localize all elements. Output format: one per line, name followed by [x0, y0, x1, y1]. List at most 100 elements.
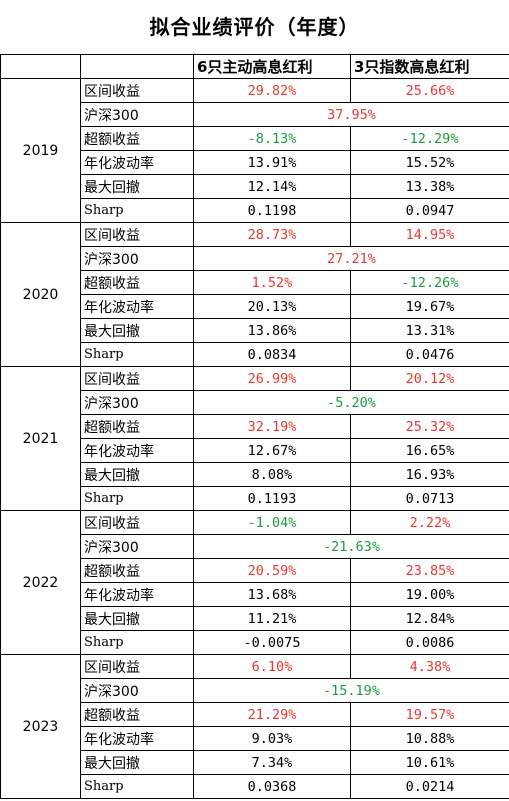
index-dividend-value-cell: 0.0086 — [350, 630, 509, 655]
metric-label: 超额收益 — [80, 558, 194, 583]
metric-label: 最大回撤 — [80, 606, 194, 631]
index-dividend-value-cell: 2.22% — [350, 510, 509, 535]
index-dividend-value-cell: 10.61% — [350, 750, 509, 775]
header-blank-year — [0, 54, 81, 79]
metric-label: 最大回撤 — [80, 174, 194, 199]
table-row: 最大回撤 11.21% 12.84% — [1, 606, 509, 631]
table-row: 年化波动率 20.13% 19.67% — [1, 294, 509, 319]
active-dividend-value-cell: 32.19% — [193, 414, 351, 439]
metric-label: 沪深300 — [80, 534, 194, 559]
active-dividend-value-cell: 13.91% — [193, 150, 351, 175]
metric-label: 最大回撤 — [80, 318, 194, 343]
table-row: 2020 区间收益 28.73% 14.95% — [0, 222, 509, 367]
index-dividend-value-cell: 19.00% — [350, 582, 509, 607]
active-dividend-value-cell: 0.1198 — [193, 198, 351, 223]
table-row: 沪深300 -5.20% — [1, 390, 509, 415]
index-dividend-value-cell: 13.31% — [350, 318, 509, 343]
index-dividend-value-cell: 13.38% — [350, 174, 509, 199]
active-dividend-value-cell: 11.21% — [193, 606, 351, 631]
metric-label: 区间收益 — [80, 510, 194, 535]
table-body: 6只主动高息红利 3只指数高息红利 2019 区间收益 29.82% 25.66% 沪深… — [0, 54, 509, 799]
active-dividend-value-cell: -8.13% — [193, 126, 351, 151]
active-dividend-value-cell: 7.34% — [193, 750, 351, 775]
index-dividend-value-cell: 19.67% — [350, 294, 509, 319]
active-dividend-value-cell: 20.13% — [193, 294, 351, 319]
index-dividend-value-cell: -12.29% — [350, 126, 509, 151]
index-dividend-value-cell: 14.95% — [350, 222, 509, 247]
year-cell: 2021 — [0, 366, 81, 511]
metric-label: 超额收益 — [80, 702, 194, 727]
active-dividend-value-cell: 26.99% — [193, 366, 351, 391]
index-dividend-value-cell: 20.12% — [350, 366, 509, 391]
table-row: 2021 区间收益 26.99% 20.12% — [0, 366, 509, 511]
index-dividend-value-cell: 25.66% — [350, 78, 509, 103]
table-row: 沪深300 27.21% — [1, 246, 509, 271]
index-dividend-value-cell: -12.26% — [350, 270, 509, 295]
index-dividend-value-cell: 16.93% — [350, 462, 509, 487]
metric-label: 区间收益 — [80, 222, 194, 247]
performance-table: 6只主动高息红利 3只指数高息红利 2019 区间收益 29.82% 25.66% 沪深… — [0, 54, 509, 799]
metric-label: 年化波动率 — [80, 438, 194, 463]
year-cell: 2022 — [0, 510, 81, 655]
year-cell: 2019 — [0, 78, 81, 223]
header-index-dividend: 3只指数高息红利 — [350, 54, 509, 79]
table-row: Sharp -0.0075 0.0086 — [1, 630, 509, 655]
metric-label: Sharp — [80, 486, 194, 511]
table-row: 最大回撤 12.14% 13.38% — [1, 174, 509, 199]
table-row: 年化波动率 9.03% 10.88% — [1, 726, 509, 751]
metric-label: 年化波动率 — [80, 582, 194, 607]
table-row: 沪深300 37.95% — [1, 102, 509, 127]
active-dividend-value-cell: 9.03% — [193, 726, 351, 751]
metric-label: 最大回撤 — [80, 462, 194, 487]
active-dividend-value-cell: 21.29% — [193, 702, 351, 727]
active-dividend-value-cell: 12.67% — [193, 438, 351, 463]
year-cell: 2020 — [0, 222, 81, 367]
active-dividend-value-cell: 0.0834 — [193, 342, 351, 367]
metric-label: 沪深300 — [80, 678, 194, 703]
index-dividend-value-cell: 16.65% — [350, 438, 509, 463]
header-blank-metric — [80, 54, 194, 79]
metric-label: 超额收益 — [80, 414, 194, 439]
metric-label: 沪深300 — [80, 390, 194, 415]
table-row: 超额收益 32.19% 25.32% — [1, 414, 509, 439]
index-dividend-value-cell: 19.57% — [350, 702, 509, 727]
active-dividend-value-cell: 29.82% — [193, 78, 351, 103]
metric-label: 年化波动率 — [80, 294, 194, 319]
metric-label: Sharp — [80, 198, 194, 223]
benchmark-value-cell: 37.95% — [193, 102, 509, 127]
active-dividend-value-cell: 6.10% — [193, 654, 351, 679]
metric-label: Sharp — [80, 342, 194, 367]
metric-label: 沪深300 — [80, 246, 194, 271]
active-dividend-value-cell: -0.0075 — [193, 630, 351, 655]
table-row: 2022 区间收益 -1.04% 2.22% — [0, 510, 509, 655]
active-dividend-value-cell: 20.59% — [193, 558, 351, 583]
header-row: 6只主动高息红利 3只指数高息红利 — [0, 54, 509, 79]
benchmark-value-cell: -21.63% — [193, 534, 509, 559]
table-row: 2023 区间收益 6.10% 4.38% — [0, 654, 509, 799]
index-dividend-value-cell: 0.0476 — [350, 342, 509, 367]
active-dividend-value-cell: 13.86% — [193, 318, 351, 343]
year-cell: 2023 — [0, 654, 81, 799]
table-row: 超额收益 1.52% -12.26% — [1, 270, 509, 295]
index-dividend-value-cell: 4.38% — [350, 654, 509, 679]
active-dividend-value-cell: 1.52% — [193, 270, 351, 295]
index-dividend-value-cell: 10.88% — [350, 726, 509, 751]
metric-label: 沪深300 — [80, 102, 194, 127]
metric-label: 年化波动率 — [80, 726, 194, 751]
table-row: 超额收益 -8.13% -12.29% — [1, 126, 509, 151]
active-dividend-value-cell: -1.04% — [193, 510, 351, 535]
table-row: Sharp 0.0368 0.0214 — [1, 774, 509, 799]
benchmark-value-cell: 27.21% — [193, 246, 509, 271]
table-row: 超额收益 20.59% 23.85% — [1, 558, 509, 583]
metric-label: 超额收益 — [80, 126, 194, 151]
active-dividend-value-cell: 13.68% — [193, 582, 351, 607]
index-dividend-value-cell: 0.0947 — [350, 198, 509, 223]
metric-label: 超额收益 — [80, 270, 194, 295]
index-dividend-value-cell: 25.32% — [350, 414, 509, 439]
table-row: 最大回撤 13.86% 13.31% — [1, 318, 509, 343]
index-dividend-value-cell: 12.84% — [350, 606, 509, 631]
index-dividend-value-cell: 0.0214 — [350, 774, 509, 799]
metric-label: 区间收益 — [80, 654, 194, 679]
benchmark-value-cell: -15.19% — [193, 678, 509, 703]
active-dividend-value-cell: 8.08% — [193, 462, 351, 487]
